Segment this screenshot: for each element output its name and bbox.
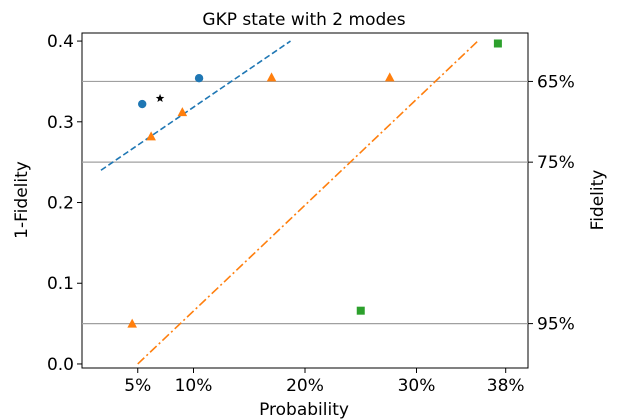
y-tick-label-4: 0.4 (47, 32, 74, 52)
data-points (127, 39, 502, 328)
x-tick-label-3: 30% (398, 376, 436, 396)
y2-axis-label: Fidelity (588, 170, 608, 231)
y-tick-label-3: 0.3 (47, 113, 74, 133)
y-axis-label: 1-Fidelity (12, 161, 32, 239)
point-triangle-0 (127, 318, 137, 328)
fit-line-0 (100, 40, 291, 171)
point-triangle-3 (266, 72, 277, 82)
y2-tick-label-1: 75% (537, 153, 575, 173)
point-triangle-2 (177, 107, 188, 117)
point-triangle-1 (146, 131, 156, 141)
y2-axis: 65% 75% 95% (528, 72, 575, 335)
point-star-0 (155, 93, 165, 103)
y-axis: 0.0 0.1 0.2 0.3 0.4 (47, 32, 82, 375)
fit-lines (100, 40, 479, 365)
x-tick-label-4: 38% (487, 376, 525, 396)
point-circle-1 (194, 74, 204, 83)
y-tick-label-0: 0.0 (47, 355, 74, 375)
x-tick-label-2: 20% (286, 376, 324, 396)
x-tick-label-1: 10% (175, 376, 213, 396)
x-axis-label: Probability (259, 400, 349, 419)
y2-tick-label-2: 95% (537, 315, 575, 335)
chart-title: GKP state with 2 modes (202, 10, 405, 30)
x-tick-label-0: 5% (124, 376, 151, 396)
y-tick-label-1: 0.1 (47, 274, 74, 294)
point-triangle-4 (384, 72, 395, 82)
point-square-0 (356, 306, 365, 315)
point-square-1 (493, 39, 502, 48)
plot-frame (81, 32, 529, 369)
point-circle-0 (138, 99, 147, 109)
y2-tick-label-0: 65% (537, 72, 575, 92)
reference-lines (82, 80, 528, 325)
y-tick-label-2: 0.2 (47, 194, 74, 214)
x-axis: 5% 10% 20% 30% 38% (124, 368, 525, 396)
fit-line-1 (137, 40, 479, 365)
